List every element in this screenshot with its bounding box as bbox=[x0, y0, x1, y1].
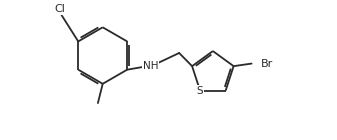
Text: Cl: Cl bbox=[55, 4, 65, 14]
Text: S: S bbox=[197, 86, 203, 95]
Text: Br: Br bbox=[261, 59, 273, 69]
Text: NH: NH bbox=[143, 61, 158, 71]
